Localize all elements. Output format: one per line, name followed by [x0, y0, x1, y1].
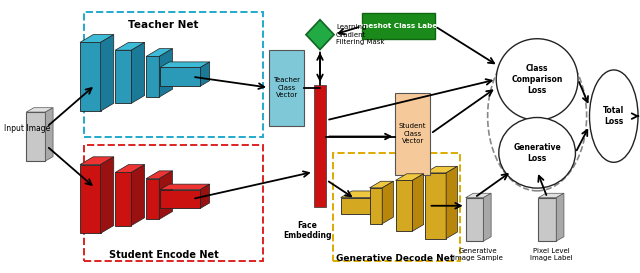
Bar [84, 11, 262, 136]
Bar [538, 198, 556, 241]
Polygon shape [160, 62, 210, 67]
Bar [80, 42, 100, 111]
Text: Generative
Loss: Generative Loss [513, 143, 561, 163]
Polygon shape [200, 184, 210, 208]
Polygon shape [425, 166, 458, 173]
Polygon shape [100, 35, 114, 111]
Polygon shape [376, 191, 387, 214]
Bar [425, 173, 446, 239]
Bar [269, 50, 304, 126]
Text: Generative Decode Net: Generative Decode Net [336, 254, 454, 263]
Text: Class
Comparison
Loss: Class Comparison Loss [511, 64, 563, 95]
Bar [396, 180, 412, 231]
Polygon shape [556, 193, 564, 241]
Text: Face
Embedding: Face Embedding [283, 221, 332, 240]
Polygon shape [412, 174, 424, 231]
Bar [160, 67, 200, 86]
Polygon shape [26, 108, 53, 112]
Polygon shape [159, 49, 173, 97]
Polygon shape [131, 42, 145, 103]
Bar [115, 50, 131, 103]
Bar [340, 198, 376, 214]
Polygon shape [200, 62, 210, 86]
Ellipse shape [499, 117, 575, 188]
Bar [466, 198, 483, 241]
Text: Oneshot Class Label: Oneshot Class Label [356, 23, 439, 29]
Bar [314, 85, 326, 207]
Bar [80, 165, 100, 233]
Text: Generative
Image Sample: Generative Image Sample [453, 248, 503, 261]
Polygon shape [146, 49, 173, 57]
Polygon shape [160, 184, 210, 190]
Polygon shape [382, 181, 394, 224]
Polygon shape [306, 20, 334, 50]
Text: Teacher
Class
Vector: Teacher Class Vector [273, 77, 300, 98]
Polygon shape [159, 171, 173, 219]
Bar [84, 145, 262, 262]
Polygon shape [115, 42, 145, 50]
Polygon shape [146, 171, 173, 179]
Polygon shape [369, 181, 394, 188]
Polygon shape [80, 157, 114, 165]
Polygon shape [446, 166, 458, 239]
Text: Student Encode Net: Student Encode Net [109, 250, 218, 260]
Bar [160, 190, 200, 208]
Bar [396, 93, 431, 174]
Bar [369, 188, 382, 224]
Polygon shape [340, 191, 387, 198]
Bar [146, 57, 159, 97]
Polygon shape [396, 174, 424, 180]
Bar [362, 13, 435, 39]
Polygon shape [466, 193, 491, 198]
Polygon shape [115, 165, 145, 173]
Text: Input Image: Input Image [4, 124, 50, 133]
Ellipse shape [496, 39, 578, 120]
Text: Learning
Gradient
Filtering Mask: Learning Gradient Filtering Mask [336, 24, 385, 45]
Text: Pixel Level
Image Label: Pixel Level Image Label [530, 248, 573, 261]
Polygon shape [45, 108, 53, 161]
Polygon shape [131, 165, 145, 225]
Ellipse shape [589, 70, 638, 162]
Bar [146, 179, 159, 219]
Bar [26, 112, 45, 161]
Bar [333, 153, 461, 262]
Text: Student
Class
Vector: Student Class Vector [399, 123, 426, 144]
Bar [115, 173, 131, 225]
Polygon shape [100, 157, 114, 233]
Polygon shape [483, 193, 491, 241]
Polygon shape [538, 193, 564, 198]
Text: Teacher Net: Teacher Net [128, 20, 199, 30]
Text: Total
Loss: Total Loss [603, 106, 625, 126]
Polygon shape [80, 35, 114, 42]
